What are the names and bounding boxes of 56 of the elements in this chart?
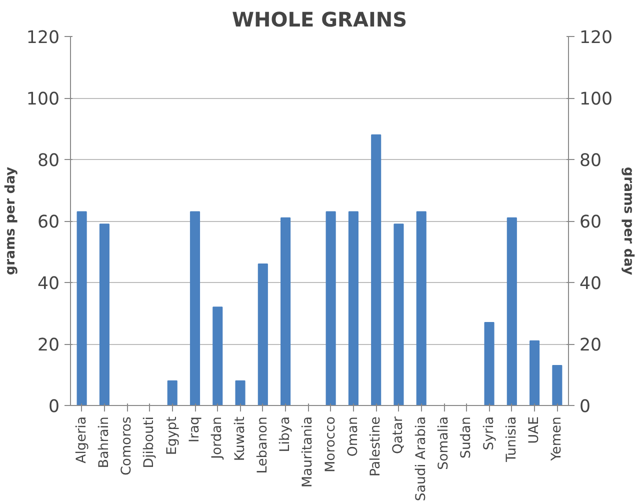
x-tick-label: Morocco [323,416,338,472]
bar [235,380,246,406]
x-tick-label: Oman [346,416,361,457]
y2-tick-label: 40 [580,274,602,294]
x-tick-label: Kuwait [232,416,248,462]
y-tick-label: 20 [37,336,60,356]
bar [212,306,223,406]
y2-tick-label: 60 [580,212,602,232]
x-tick-label: Somalia [436,416,452,470]
y-tick-label: 40 [37,274,60,294]
bar [416,211,426,406]
y2-tick-label: 120 [580,28,613,48]
y2-tick-label: 0 [580,397,591,417]
x-tick-label: Algeria [74,416,90,464]
bar [552,365,562,406]
bar [484,322,494,406]
bar [506,217,517,406]
y-tick-label: 120 [26,28,60,48]
y-tick-label: 80 [37,151,60,171]
bar [190,211,200,406]
y-tick-label: 0 [48,397,60,417]
x-tick-label: Iraq [188,416,202,443]
bar [99,224,110,406]
chart-title: WHOLE GRAINS [232,8,408,32]
x-tick-label: Tunisia [504,416,520,464]
x-tick-label: Comoros [120,416,135,476]
y2-tick-label: 80 [580,151,602,171]
x-tick-label: Djibouti [142,416,158,468]
x-tick-label: Mauritania [300,416,316,488]
bar [167,380,178,406]
x-tick-label: Syria [482,416,497,450]
bar [280,217,291,406]
x-tick-label: Libya [278,416,294,452]
bar [326,211,336,406]
x-tick-label: Qatar [391,416,406,454]
bar [371,134,382,406]
y2-tick-label: 100 [580,90,613,110]
x-tick-label: Sudan [459,416,474,458]
y-tick-label: 60 [37,212,60,232]
y-axis-title: grams per day [3,166,18,276]
y-tick-label: 100 [26,90,60,110]
bar [530,340,540,406]
x-tick-label: Bahrain [96,416,112,468]
bar [258,264,268,406]
x-tick-label: UAE [527,416,542,444]
bar [394,224,404,406]
x-tick-label: Egypt [164,416,180,455]
x-tick-label: Lebanon [255,416,270,474]
y2-axis-title: grams per day [620,166,636,276]
bar [348,211,358,406]
x-tick-label: Yemen [550,416,565,462]
x-tick-label: Saudi Arabia [414,416,429,502]
x-tick-label: Palestine [368,416,384,477]
x-tick-label: Jordan [210,416,226,460]
y2-tick-label: 20 [580,336,602,356]
bar [76,211,87,406]
